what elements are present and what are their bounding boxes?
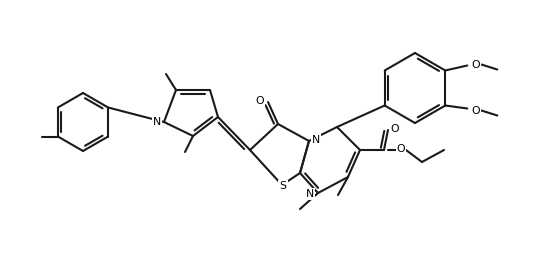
- Text: S: S: [279, 181, 287, 191]
- Text: O: O: [256, 96, 264, 106]
- Text: O: O: [391, 124, 399, 134]
- Text: N: N: [153, 117, 161, 127]
- Text: O: O: [471, 105, 480, 116]
- Text: O: O: [397, 144, 405, 154]
- Text: O: O: [471, 59, 480, 70]
- Text: N: N: [312, 135, 320, 145]
- Text: N: N: [306, 189, 314, 199]
